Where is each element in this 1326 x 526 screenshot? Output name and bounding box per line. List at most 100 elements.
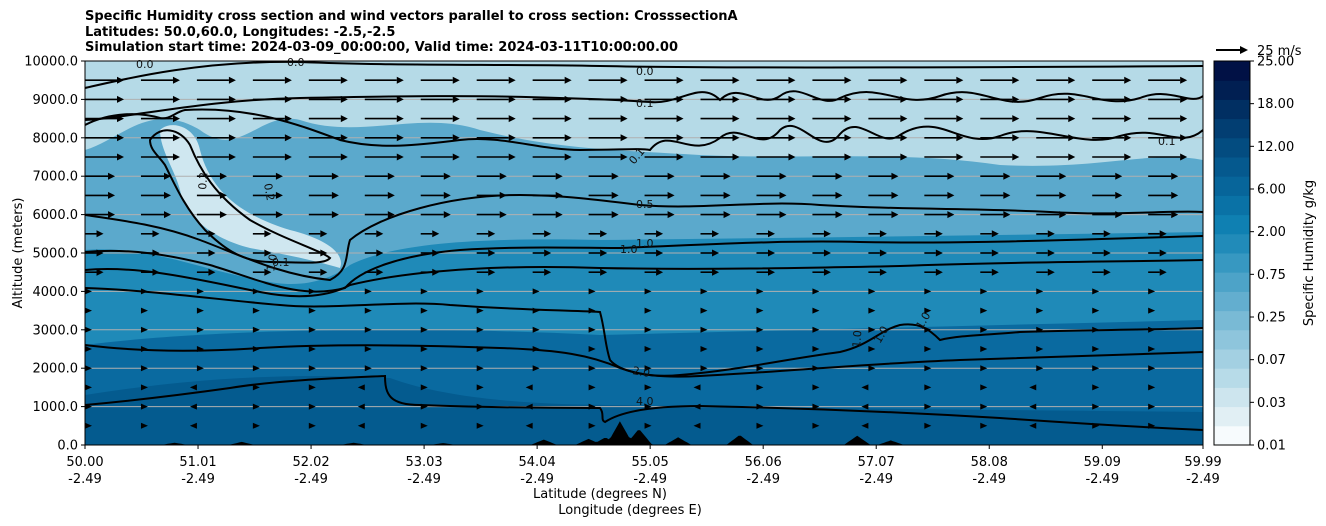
wind-arrow (1148, 172, 1179, 180)
wind-arrow (588, 134, 628, 142)
wind-arrow (420, 134, 460, 142)
wind-arrow (1036, 134, 1076, 142)
wind-arrow-head (476, 403, 484, 410)
wind-arrow (700, 211, 731, 219)
wind-arrow (532, 288, 540, 295)
wind-arrow (196, 76, 236, 84)
wind-arrow-head (779, 211, 787, 219)
wind-arrow (644, 307, 652, 314)
wind-arrow-head (644, 346, 652, 352)
wind-arrow-head (588, 326, 596, 333)
wind-arrow (1092, 115, 1132, 123)
wind-arrow-head (644, 365, 652, 372)
wind-arrow-head (1092, 422, 1100, 429)
wind-arrow (1092, 153, 1132, 161)
wind-arrow (525, 422, 533, 429)
wind-arrow (588, 403, 596, 410)
wind-arrow (924, 268, 943, 276)
wind-arrow-head (308, 403, 316, 410)
wind-arrow-head (676, 95, 684, 103)
wind-arrow-head (620, 134, 628, 142)
wind-arrow (252, 211, 283, 219)
contour-1-0-b (85, 259, 1203, 298)
wind-arrow-head (196, 346, 204, 352)
wind-arrow (364, 288, 372, 295)
wind-arrow-head (1068, 76, 1076, 84)
wind-arrow-head (108, 211, 116, 219)
contour-label: 0.1 (272, 256, 290, 269)
wind-arrow-head (588, 403, 596, 410)
wind-arrow-head (252, 384, 260, 391)
wind-arrow (980, 230, 999, 238)
wind-arrow (532, 307, 540, 314)
wind-arrow (420, 115, 460, 123)
wind-arrow (756, 346, 764, 352)
wind-arrow-head (228, 95, 236, 103)
colorbar-segment (1214, 80, 1250, 100)
wind-arrow-head (756, 403, 764, 410)
contour-label: 0.1 (636, 97, 654, 110)
wind-arrow (924, 346, 932, 352)
wind-arrow (700, 134, 740, 142)
wind-arrow (532, 115, 572, 123)
x-tick-label-lat: 53.03 (405, 455, 442, 470)
wind-arrow-head (532, 365, 540, 372)
wind-arrow (588, 172, 619, 180)
wind-arrow (756, 288, 764, 295)
wind-arrow-head (252, 307, 260, 314)
x-tick-label-lon: -2.49 (1085, 472, 1119, 487)
wind-arrow (308, 249, 328, 257)
wind-arrow (308, 346, 316, 352)
wind-arrow (85, 403, 92, 410)
wind-arrow (644, 384, 652, 391)
colorbar-segment (1214, 406, 1250, 427)
wind-arrow (812, 230, 831, 238)
wind-arrow (308, 326, 316, 333)
wind-arrow-head (991, 268, 999, 276)
wind-arrow-head (163, 211, 171, 219)
wind-arrow (1092, 191, 1123, 199)
wind-arrow (196, 172, 227, 180)
wind-arrow-head (861, 384, 869, 391)
wind-arrow (812, 76, 852, 84)
wind-arrow-head (947, 191, 955, 199)
wind-arrow-head (140, 365, 148, 372)
wind-arrow-head (532, 346, 540, 352)
wind-arrow (308, 422, 316, 429)
wind-arrow-head (396, 153, 404, 161)
wind-arrow-head (208, 268, 216, 276)
colorbar-segment (1214, 387, 1250, 408)
wind-arrow (252, 365, 260, 372)
wind-arrow (308, 365, 316, 372)
wind-arrow-head (452, 76, 460, 84)
wind-arrow-head (844, 76, 852, 84)
wind-arrow (700, 326, 708, 333)
wind-arrow (644, 134, 684, 142)
wind-arrow-head (676, 134, 684, 142)
wind-arrow-head (1171, 211, 1179, 219)
wind-arrow (924, 403, 932, 410)
wind-arrow-head (308, 384, 316, 391)
wind-arrow-head (340, 115, 348, 123)
wind-arrow (700, 153, 740, 161)
wind-arrow-head (499, 172, 507, 180)
wind-arrow-head (924, 326, 932, 333)
wind-arrow-head (924, 365, 932, 372)
wind-arrow (756, 230, 775, 238)
wind-arrow (252, 307, 260, 314)
wind-arrow (420, 230, 440, 238)
wind-arrow (644, 365, 652, 372)
wind-arrow (700, 346, 708, 352)
contour-label: 0.5 (636, 198, 654, 211)
wind-arrow (532, 346, 540, 352)
wind-arrow (700, 365, 708, 372)
wind-arrow (420, 249, 440, 257)
wind-arrow-head (620, 76, 628, 84)
wind-arrow (812, 268, 831, 276)
wind-arrow-head (219, 191, 227, 199)
wind-arrow-head (172, 134, 180, 142)
wind-arrow-head (340, 76, 348, 84)
wind-arrow-head (1003, 191, 1011, 199)
colorbar-label: Specific Humidity g/kg (1302, 180, 1317, 326)
colorbar-segment (1214, 137, 1250, 158)
